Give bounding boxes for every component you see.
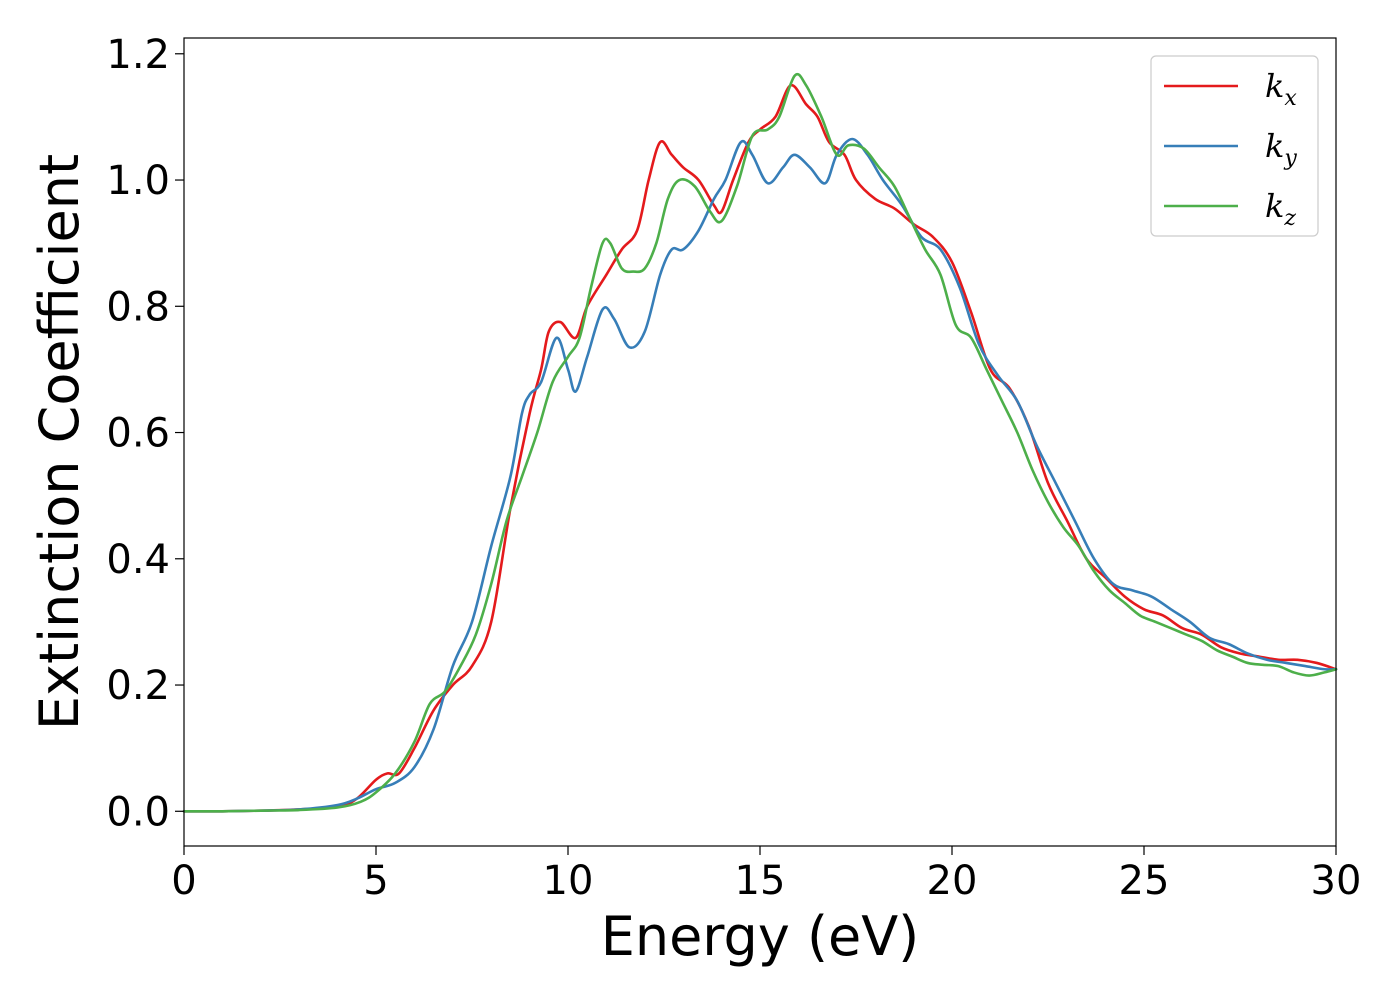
x-axis: 0 5 10 15 20 25 30 <box>171 846 1361 904</box>
series-layer <box>182 72 1338 813</box>
legend-label-subscript: x <box>1284 86 1297 111</box>
y-tick-label: 0.2 <box>106 663 170 709</box>
series-line-z <box>182 72 1338 813</box>
y-tick-label: 1.0 <box>106 158 170 204</box>
y-tick-label: 0.6 <box>106 411 170 457</box>
x-tick-label: 10 <box>543 858 594 904</box>
y-tick-label: 1.2 <box>106 32 170 78</box>
legend-label-base: k <box>1265 187 1284 225</box>
legend-label-subscript: y <box>1283 146 1297 171</box>
y-axis-label: Extinction Coefficient <box>28 154 91 730</box>
x-tick-label: 25 <box>1119 858 1170 904</box>
y-tick-label: 0.0 <box>106 789 170 835</box>
x-tick-label: 20 <box>927 858 978 904</box>
x-axis-label: Energy (eV) <box>601 905 920 968</box>
series-line-y <box>182 137 1338 813</box>
y-tick-label: 0.8 <box>106 284 170 330</box>
legend-label-x: kx <box>1265 67 1297 111</box>
x-tick-label: 0 <box>171 858 196 904</box>
legend-label-subscript: z <box>1283 206 1296 231</box>
legend-label-z: kz <box>1265 187 1296 231</box>
legend-label-y: ky <box>1265 127 1297 171</box>
x-tick-label: 15 <box>735 858 786 904</box>
y-tick-label: 0.4 <box>106 537 170 583</box>
legend-label-base: k <box>1265 67 1284 105</box>
y-axis: 0.0 0.2 0.4 0.6 0.8 1.0 1.2 <box>106 32 184 835</box>
x-tick-label: 30 <box>1311 858 1362 904</box>
x-tick-label: 5 <box>363 858 388 904</box>
legend-label-base: k <box>1265 127 1284 165</box>
